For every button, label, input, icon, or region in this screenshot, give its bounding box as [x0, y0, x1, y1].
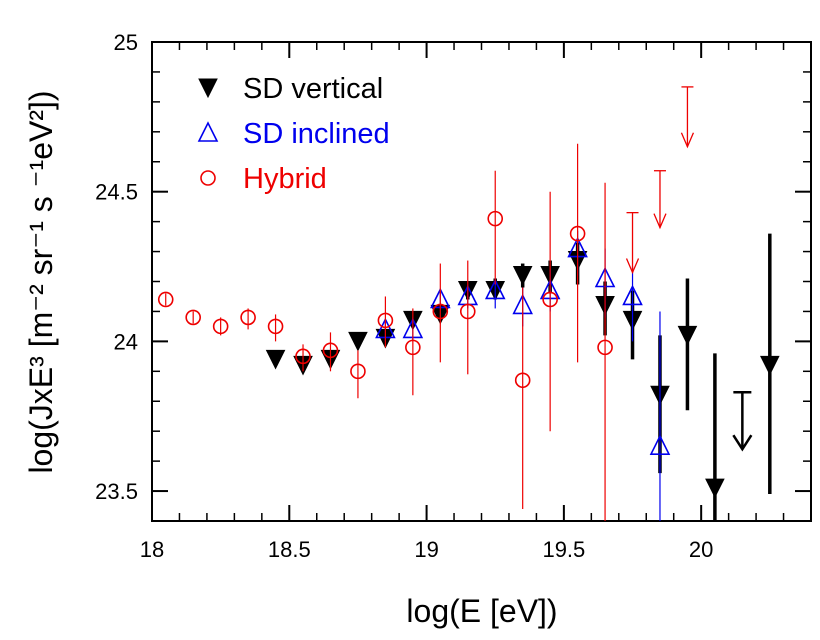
- y-tick-label: 24: [114, 329, 138, 354]
- upper-limit-arrowhead: [653, 213, 667, 230]
- data-point: [760, 355, 780, 376]
- data-point: [484, 278, 506, 300]
- data-point: [597, 339, 613, 356]
- x-tick-label: 19.5: [542, 537, 585, 562]
- upper-limit-arrowhead: [625, 258, 640, 275]
- data-point: [348, 331, 368, 352]
- legend-marker: [198, 78, 218, 99]
- data-point: [405, 339, 421, 356]
- data-point: [295, 348, 311, 365]
- y-axis-title: log(JxE³ [m⁻² sr⁻¹ s ⁻¹eV²]): [23, 90, 59, 473]
- data-point: [157, 291, 174, 308]
- data-point: [459, 303, 476, 320]
- data-point: [267, 318, 284, 335]
- series-hybrid: [157, 86, 695, 521]
- data-point: [622, 284, 643, 306]
- data-point: [569, 225, 586, 242]
- y-tick-label: 23.5: [95, 479, 138, 504]
- legend-marker: [200, 170, 216, 186]
- data-point: [542, 291, 558, 308]
- x-tick-label: 19: [414, 537, 438, 562]
- x-tick-label: 18.5: [268, 537, 311, 562]
- data-point: [487, 210, 504, 227]
- upper-limit-arrowhead: [732, 434, 753, 452]
- x-tick-label: 20: [689, 537, 713, 562]
- data-point: [265, 349, 286, 370]
- upper-limit-arrowhead: [680, 132, 695, 149]
- legend-label: SD inclined: [243, 118, 390, 150]
- plot-frame: [151, 41, 812, 522]
- x-axis-title: log(E [eV]): [406, 593, 557, 629]
- data-point: [377, 312, 394, 329]
- data-point: [185, 309, 201, 326]
- legend-label: Hybrid: [243, 163, 327, 195]
- data-point: [212, 318, 229, 335]
- legend-label: SD vertical: [243, 73, 383, 105]
- data-point: [512, 266, 533, 286]
- y-tick-label: 24.5: [95, 180, 138, 205]
- y-tick-label: 25: [114, 30, 138, 55]
- legend: SD vertical SD inclined Hybrid: [197, 73, 390, 195]
- data-point: [322, 342, 339, 359]
- data-point: [240, 309, 256, 326]
- data-point: [677, 325, 698, 346]
- legend-marker: [197, 121, 219, 142]
- data-marks: [157, 86, 780, 521]
- axes: 18 18.5 19 19.5 20 23.5 24 24.5 25: [95, 30, 812, 562]
- data-point: [705, 478, 725, 499]
- x-tick-label: 18: [140, 537, 164, 562]
- data-point: [514, 372, 531, 389]
- data-point: [350, 363, 366, 380]
- data-point: [649, 434, 671, 455]
- data-point: [432, 303, 449, 320]
